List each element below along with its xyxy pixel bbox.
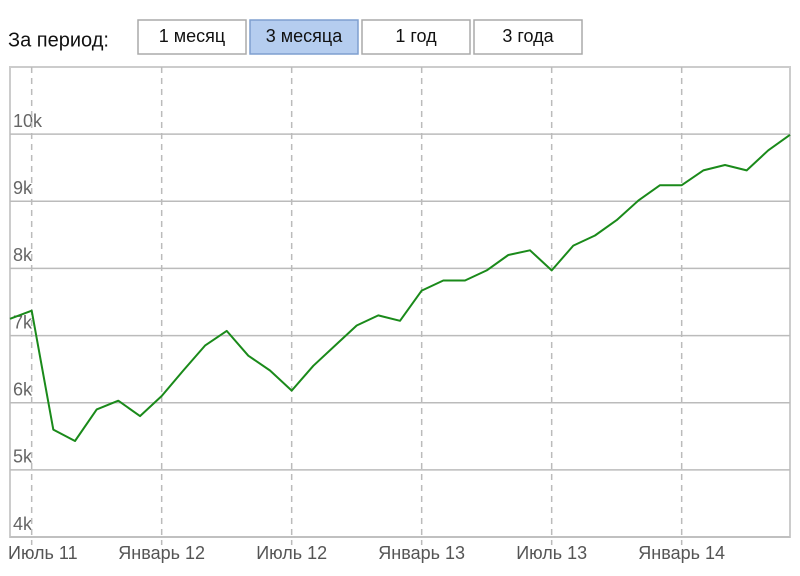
plot: 4k 5k 6k 7k 8k 9k 10k Июль 11 Январь 12 Июль 12 Ян…: [8, 67, 791, 563]
y-tick-label: 6k: [13, 379, 33, 399]
x-tick-label: Июль 12: [256, 543, 327, 563]
period-button-label[interactable]: 1 месяц: [159, 26, 225, 46]
period-buttons: 1 месяц 3 месяца 1 год 3 года: [137, 19, 583, 55]
y-tick-label: 9k: [13, 178, 33, 198]
period-label: За период:: [8, 29, 109, 51]
x-tick-label: Январь 14: [638, 543, 725, 563]
x-tick-label: Июль 11: [8, 543, 78, 563]
y-tick-label: 8k: [13, 245, 33, 265]
period-button-label[interactable]: 3 года: [502, 26, 554, 46]
y-tick-label: 5k: [13, 447, 33, 467]
y-tick-label: 10k: [13, 111, 43, 131]
price-line: [9, 133, 791, 442]
period-button[interactable]: [473, 19, 583, 55]
y-tick-label: 7k: [13, 312, 33, 332]
period-button-label[interactable]: 1 год: [395, 26, 437, 46]
plot-frame: [9, 66, 791, 538]
x-tick-label: Январь 13: [378, 543, 465, 563]
period-button[interactable]: [361, 19, 471, 55]
y-tick-label: 4k: [13, 514, 33, 534]
x-tick-label: Январь 12: [118, 543, 205, 563]
period-button[interactable]: [137, 19, 247, 55]
period-button[interactable]: [249, 19, 359, 55]
period-button-label[interactable]: 3 месяца: [266, 26, 343, 46]
x-tick-label: Июль 13: [516, 543, 587, 563]
